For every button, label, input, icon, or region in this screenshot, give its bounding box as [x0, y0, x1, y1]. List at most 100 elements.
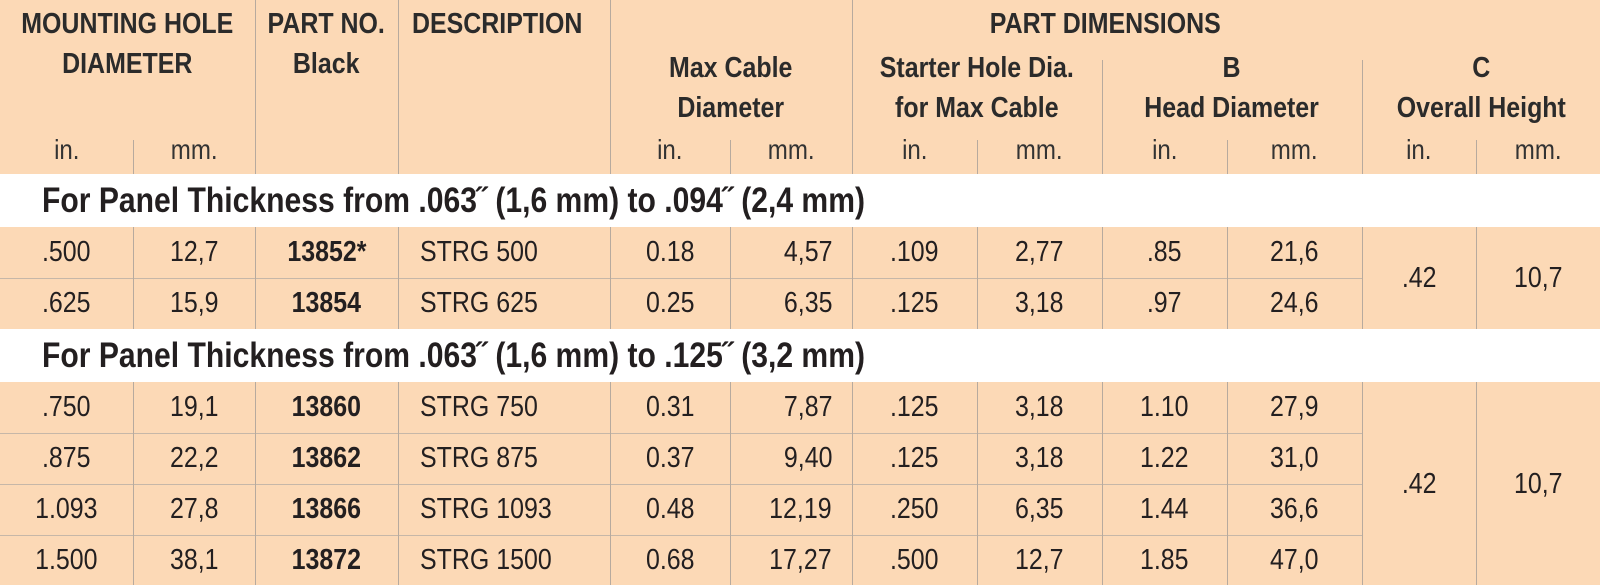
unit-label-text: mm.: [1016, 134, 1063, 165]
column-divider: [610, 227, 611, 329]
column-divider: [610, 382, 611, 585]
column-divider: [1227, 140, 1228, 174]
overall-height-cell: .42: [1362, 227, 1476, 329]
table-cell: 12,19: [730, 484, 852, 535]
column-divider: [255, 0, 256, 174]
column-divider: [977, 382, 978, 585]
header-max-cable: Max Cable Diameter: [610, 46, 852, 130]
table-cell-text: 0.31: [645, 391, 695, 423]
column-divider: [1102, 227, 1103, 329]
unit-label-text: in.: [1406, 134, 1432, 165]
overall-height-cell-text: .42: [1401, 261, 1437, 294]
overall-height-cell: 10,7: [1476, 382, 1600, 585]
header-b: B Head Diameter: [1102, 46, 1362, 130]
table-cell: 13872: [255, 535, 398, 585]
table-cell-text: 1.44: [1140, 493, 1189, 525]
table-cell: 1.85: [1102, 535, 1227, 585]
table-cell-text: 3,18: [1015, 442, 1064, 474]
table-cell: .250: [852, 484, 977, 535]
table-cell-text: 27,9: [1270, 391, 1319, 423]
table-cell: 0.18: [610, 227, 730, 278]
unit-label: mm.: [133, 130, 255, 170]
table-cell: STRG 875: [398, 433, 610, 484]
table-cell: 0.31: [610, 382, 730, 433]
table-cell: 13854: [255, 278, 398, 329]
table-cell-text: 1.093: [35, 493, 98, 525]
column-divider: [1362, 60, 1363, 174]
table-cell: 27,8: [133, 484, 255, 535]
table-cell-text: 3,18: [1015, 391, 1064, 423]
header-max-cable-text: Max Cable Diameter: [669, 52, 793, 124]
table-cell-text: .125: [890, 391, 939, 423]
table-cell-text: 47,0: [1270, 544, 1319, 576]
table-cell: 13866: [255, 484, 398, 535]
header-part-dimensions: PART DIMENSIONS: [610, 2, 1600, 46]
table-cell-text: 12,19: [769, 493, 832, 525]
table-cell-text: 0.25: [645, 287, 695, 319]
table-cell-text: .750: [42, 391, 91, 423]
table-cell: 4,57: [730, 227, 852, 278]
table-cell-text: 12,7: [169, 236, 219, 268]
table-cell: .109: [852, 227, 977, 278]
header-description-text: DESCRIPTION: [412, 8, 583, 40]
table-cell-text: STRG 1093: [420, 493, 552, 525]
table-cell: 13862: [255, 433, 398, 484]
table-cell-text: 31,0: [1270, 442, 1319, 474]
table-cell-text: 9,40: [783, 442, 832, 474]
table-cell: 13860: [255, 382, 398, 433]
column-divider: [398, 227, 399, 329]
table-cell-text: STRG 875: [420, 442, 538, 474]
unit-label-text: mm.: [767, 134, 815, 165]
column-divider: [1362, 227, 1363, 329]
table-cell-text: 1.22: [1140, 442, 1189, 474]
table-cell-text: .250: [890, 493, 939, 525]
table-cell: .625: [0, 278, 133, 329]
table-cell: 2,77: [977, 227, 1102, 278]
table-cell-text: .875: [42, 442, 91, 474]
table-cell-text: .500: [42, 236, 91, 268]
table-cell: STRG 750: [398, 382, 610, 433]
header-b-text: B Head Diameter: [1144, 52, 1320, 124]
table-cell: .125: [852, 382, 977, 433]
header-starter-hole-text: Starter Hole Dia. for Max Cable: [879, 52, 1075, 124]
header-c-text: C Overall Height: [1396, 52, 1566, 124]
header-part-no: PART NO. Black: [255, 2, 398, 86]
table-cell: STRG 1093: [398, 484, 610, 535]
overall-height-cell-text: 10,7: [1513, 261, 1563, 294]
table-cell-text: 2,77: [1015, 236, 1064, 268]
table-cell-text: 27,8: [169, 493, 219, 525]
unit-label-text: mm.: [170, 134, 218, 165]
overall-height-cell: 10,7: [1476, 227, 1600, 329]
unit-label-text: in.: [901, 134, 928, 165]
unit-label-text: in.: [53, 134, 80, 165]
table-cell-text: 4,57: [783, 236, 832, 268]
column-divider: [610, 0, 611, 174]
column-divider: [1476, 227, 1477, 329]
table-cell: 47,0: [1227, 535, 1362, 585]
unit-label: in.: [610, 130, 730, 170]
column-divider: [977, 227, 978, 329]
table-cell-text: 38,1: [169, 544, 219, 576]
table-cell-text: 3,18: [1015, 287, 1064, 319]
row-divider: [0, 278, 1362, 279]
unit-label: mm.: [1227, 130, 1362, 170]
unit-label: in.: [852, 130, 977, 170]
table-cell-text: 13860: [291, 391, 362, 423]
table-cell-text: 13854: [291, 287, 362, 319]
unit-label-text: in.: [657, 134, 683, 165]
table-cell-text: .625: [42, 287, 91, 319]
row-divider: [0, 484, 1362, 485]
header-starter-hole: Starter Hole Dia. for Max Cable: [852, 46, 1102, 130]
unit-label: in.: [1362, 130, 1476, 170]
column-divider: [1476, 140, 1477, 174]
header-c: C Overall Height: [1362, 46, 1600, 130]
table-cell-text: STRG 750: [420, 391, 538, 423]
table-cell: .875: [0, 433, 133, 484]
table-cell-text: STRG 1500: [420, 544, 552, 576]
table-cell-text: .500: [890, 544, 939, 576]
table-cell-text: 13852*: [286, 236, 367, 268]
table-cell-text: STRG 500: [420, 236, 538, 268]
table-cell: .125: [852, 433, 977, 484]
column-divider: [852, 227, 853, 329]
